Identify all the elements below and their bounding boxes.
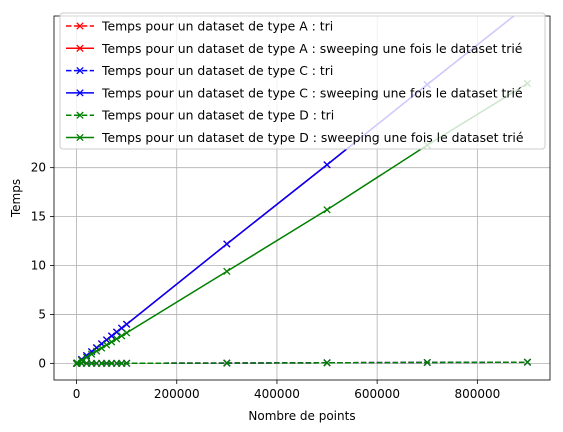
series-5-point-3 [77,356,86,364]
legend-marker-0 [76,22,84,30]
y-axis-ticks: 0 5 10 15 20 [31,161,54,370]
series-5-point-5 [87,350,96,358]
series-3-point-10 [112,328,121,336]
series-5-point-2 [73,359,81,367]
series-4-point-15 [423,358,431,367]
legend: Temps pour un dataset de type A : tri Tem… [59,12,546,150]
series-3-point-14 [323,161,331,169]
legend-label-2: Temps pour un dataset de type C : tri [101,63,333,78]
x-axis-label: Nombre de points [248,409,355,423]
y-tick-label-1: 5 [38,307,46,321]
legend-label-3: Temps pour un dataset de type C : sweepi… [101,85,523,100]
series-5-point-13 [223,267,231,276]
y-tick-label-2: 10 [31,259,46,273]
series-4 [72,358,532,368]
series-5-point-10 [112,335,121,343]
x-tick-label-2: 400000 [254,387,300,401]
legend-marker-3 [76,89,84,97]
x-tick-label-0: 0 [73,387,81,401]
series-5-point-6 [92,347,101,355]
series-4-point-16 [523,358,532,366]
series-1-point-16 [524,2,530,8]
series-3-point-16 [524,2,530,8]
y-tick-label-3: 15 [31,210,46,224]
x-tick-label-4: 800000 [454,387,500,401]
x-tick-label-3: 600000 [354,387,400,401]
series-5-point-14 [323,206,331,214]
series-5-point-8 [102,341,111,349]
series-4-point-12 [122,359,131,367]
series-5-point-4 [82,353,91,361]
y-tick-label-4: 20 [31,161,46,175]
series-4-point-13 [223,359,231,367]
legend-label-5: Temps pour un dataset de type D : sweepi… [101,130,523,145]
legend-label-1: Temps pour un dataset de type A : sweepi… [101,41,522,56]
series-5-point-7 [97,344,106,352]
series-layer [72,2,532,368]
x-tick-label-1: 200000 [154,387,200,401]
series-4-line [76,361,528,365]
y-axis-label: Temps [9,179,23,218]
series-3-point-12 [122,320,131,328]
series-5-point-12 [122,329,131,337]
legend-marker-1 [76,44,84,52]
legend-box [59,12,546,150]
legend-marker-5 [76,133,84,142]
x-axis-ticks: 0 200000 400000 600000 800000 [73,380,500,401]
series-3-point-9 [107,332,116,340]
series-5-point-11 [117,332,126,340]
y-tick-label-0: 0 [38,356,46,370]
series-4-point-14 [323,359,331,367]
legend-marker-2 [76,66,84,75]
legend-label-4: Temps pour un dataset de type D : tri [101,108,334,123]
series-5-point-9 [107,338,116,346]
legend-label-0: Temps pour un dataset de type A : tri [101,19,333,34]
series-3-point-13 [223,240,231,248]
legend-marker-4 [76,111,84,119]
